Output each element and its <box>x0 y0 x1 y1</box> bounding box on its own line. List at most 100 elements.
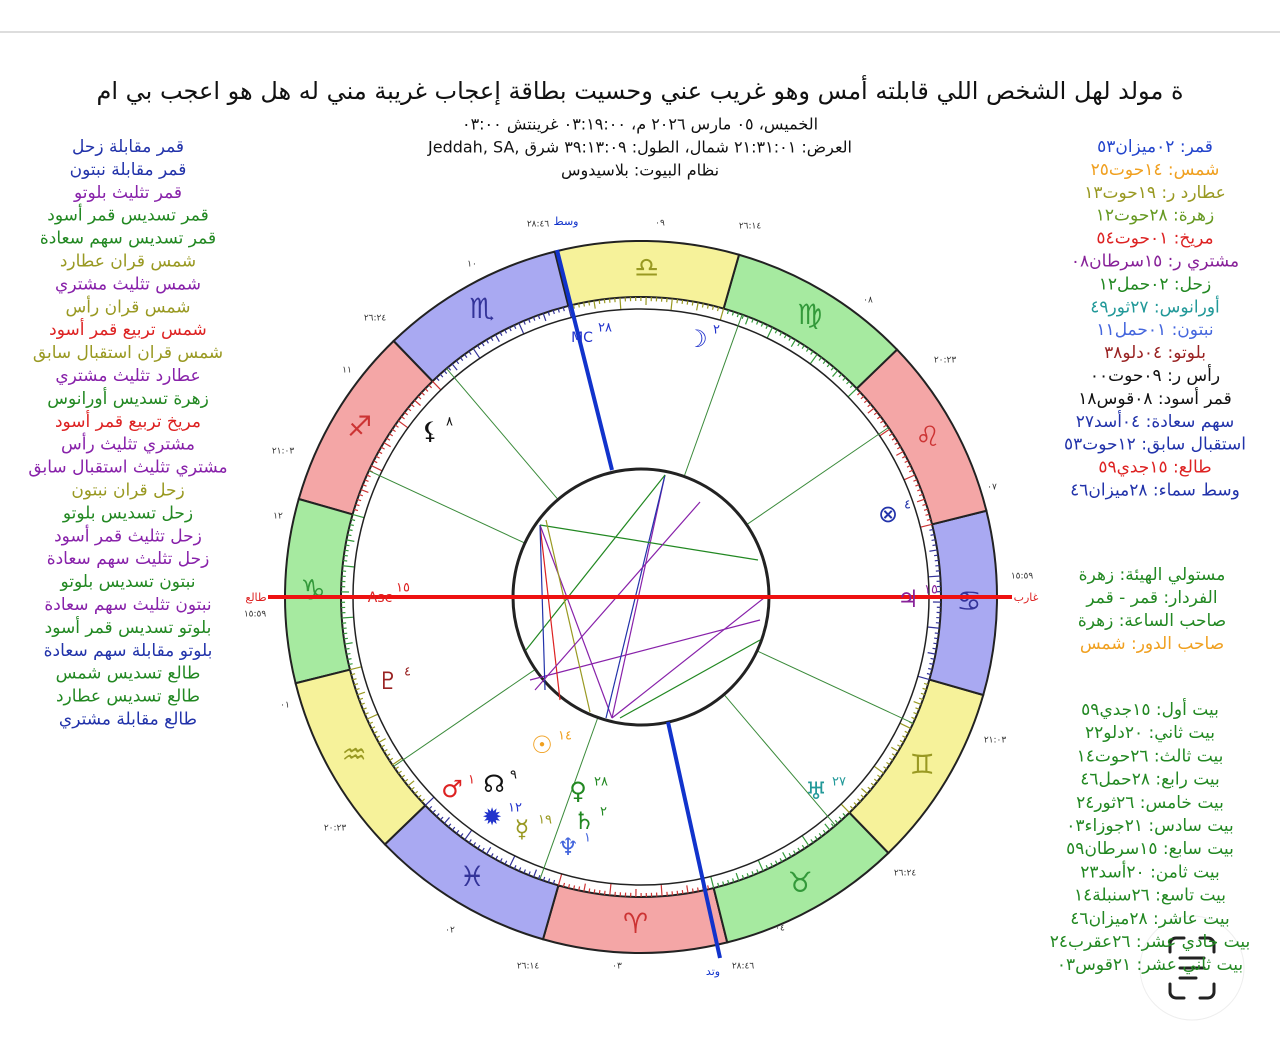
degree-tick <box>455 360 460 365</box>
degree-tick <box>797 342 801 347</box>
degree-tick <box>888 757 893 761</box>
degree-tick <box>351 673 356 676</box>
degree-tick <box>922 503 927 507</box>
house-item: بيت عاشر: ٢٨ميزان٤٦ <box>1070 909 1229 929</box>
degree-tick <box>619 297 622 310</box>
degree-tick <box>722 881 725 886</box>
position-item: قمر أسود: ٠٨قوس١٨ <box>1078 387 1231 409</box>
degree-tick <box>899 722 911 729</box>
degree-tick <box>401 774 406 779</box>
house-item: بيت ثالث: ٢٦حوت١٤ <box>1077 746 1224 766</box>
degree-tick <box>593 300 596 309</box>
aspect-line <box>525 474 666 651</box>
degree-tick <box>934 554 939 557</box>
degree-tick <box>925 513 930 516</box>
planet-degree: ١٤ <box>558 729 572 744</box>
degree-tick <box>432 380 442 391</box>
planet-glyph: Asc <box>368 590 393 606</box>
degree-tick <box>552 309 555 315</box>
planet-glyph: ♅ <box>805 777 827 805</box>
sign-glyph: ♏ <box>469 292 494 325</box>
degree-tick <box>537 314 541 320</box>
degree-tick <box>436 813 440 817</box>
degree-tick <box>716 307 720 312</box>
degree-tick <box>360 489 369 494</box>
degree-tick <box>588 888 591 893</box>
degree-tick <box>849 805 854 810</box>
degree-tick <box>499 331 503 336</box>
degree-tick <box>877 774 882 778</box>
sign-glyph: ♓ <box>460 860 485 893</box>
planet-degree: ٨ <box>446 415 453 430</box>
sign-glyph: ♉ <box>788 866 813 899</box>
scan-button[interactable] <box>1139 915 1245 1021</box>
degree-tick <box>443 370 448 375</box>
degree-tick <box>731 878 735 883</box>
degree-tick <box>348 663 353 666</box>
degree-tick <box>810 839 814 844</box>
degree-tick <box>360 702 365 706</box>
aspect-item: زحل قران نبتون <box>71 481 184 501</box>
degree-tick <box>357 691 366 696</box>
degree-tick <box>891 753 896 757</box>
cusp-label: ٢١:٠٣ <box>984 736 1007 746</box>
degree-tick <box>547 311 551 316</box>
degree-tick <box>386 753 391 757</box>
aspect-item: نبتون تثليث سهم سعادة <box>44 595 211 615</box>
degree-tick <box>389 433 394 437</box>
degree-tick <box>744 316 749 325</box>
degree-tick <box>696 302 699 311</box>
degree-tick <box>670 298 673 311</box>
degree-tick <box>801 835 810 846</box>
degree-tick <box>818 356 822 361</box>
cusp-label: ١٢ <box>273 512 283 522</box>
degree-tick <box>578 886 581 891</box>
aspect-item: قمر تسديس قمر أسود <box>47 204 208 226</box>
degree-tick <box>345 647 350 650</box>
degree-tick <box>904 730 909 734</box>
degree-tick <box>838 816 843 821</box>
house-item: بيت ثاني عشر: ٢١قوس٠٣ <box>1057 955 1243 975</box>
degree-tick <box>830 823 835 828</box>
aspect-line <box>539 524 759 561</box>
location-line: Jeddah, SA, العرض: ٢١:٣١:٠١ شمال، الطول:… <box>427 138 852 158</box>
house-item: بيت أول: ١٥جدي٥٩ <box>1081 698 1219 720</box>
degree-tick <box>468 839 472 844</box>
degree-tick <box>891 746 899 752</box>
aspect-line <box>545 519 591 713</box>
sign-glyph: ♋ <box>956 585 981 618</box>
aspect-line <box>539 524 546 691</box>
house-item: بيت تاسع: ٢٦سنبلة١٤ <box>1074 886 1226 906</box>
degree-tick <box>460 833 464 838</box>
degree-tick <box>883 424 888 428</box>
cusp-label: ٢٦:٢٤ <box>364 314 387 324</box>
degree-tick <box>364 479 369 482</box>
aspect-item: شمس قران رأس <box>66 295 191 317</box>
planet-degree: ١٥ <box>396 581 410 596</box>
degree-tick <box>346 652 351 655</box>
degree-tick <box>344 549 349 552</box>
degree-tick <box>741 314 745 320</box>
degree-tick <box>779 331 783 336</box>
degree-tick <box>400 416 405 420</box>
degree-tick <box>588 301 591 306</box>
degree-tick <box>598 890 601 895</box>
degree-tick <box>923 508 929 511</box>
degree-tick <box>439 373 444 378</box>
degree-tick <box>926 672 931 676</box>
position-item: استقبال سابق: ١٢حوت٥٣ <box>1064 435 1246 455</box>
degree-tick <box>447 823 452 828</box>
degree-tick <box>464 829 473 841</box>
degree-tick <box>347 658 352 661</box>
house-item: بيت ثاني: ٢٠دلو٢٢ <box>1085 723 1215 743</box>
house-item: بيت خامس: ٢٦ثور٢٤ <box>1076 793 1224 813</box>
degree-tick <box>486 847 492 855</box>
degree-tick <box>756 869 759 874</box>
degree-tick <box>691 301 694 306</box>
degree-tick <box>421 392 425 396</box>
degree-tick <box>824 823 831 831</box>
degree-tick <box>710 876 715 889</box>
degree-tick <box>880 420 884 424</box>
degree-tick <box>383 442 391 448</box>
aspect-line <box>529 619 761 681</box>
